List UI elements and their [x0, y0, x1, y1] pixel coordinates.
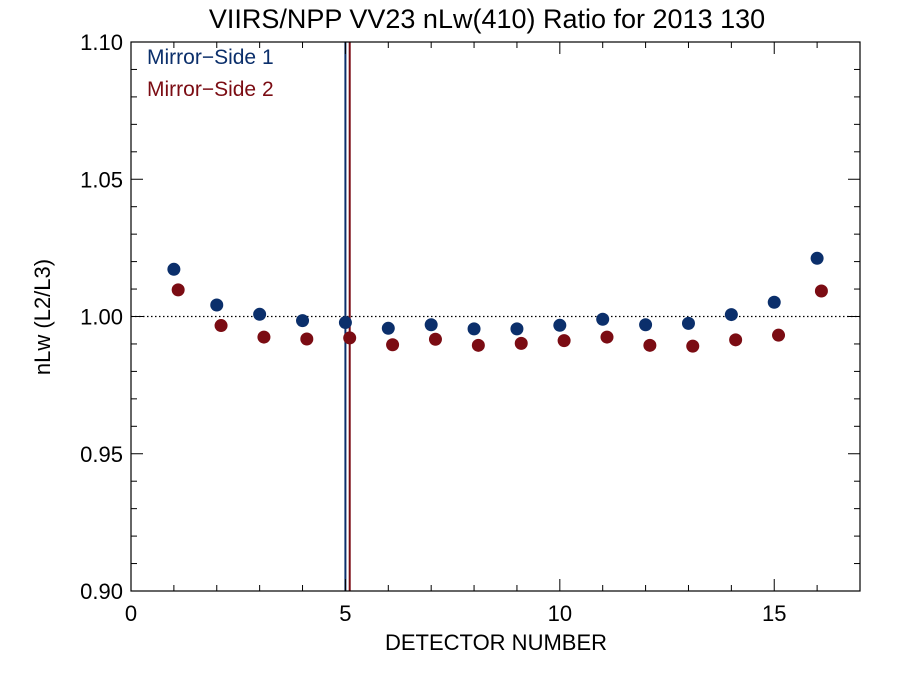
- x-tick-label: 5: [339, 601, 351, 626]
- y-tick-label: 1.10: [80, 30, 123, 55]
- point-series-1: [167, 262, 181, 276]
- y-tick-label: 0.95: [80, 442, 123, 467]
- point-series-1: [253, 307, 267, 321]
- point-series-2: [814, 284, 828, 298]
- point-series-1: [424, 318, 438, 332]
- point-series-1: [810, 251, 824, 265]
- x-axis-label: DETECTOR NUMBER: [385, 630, 607, 655]
- x-tick-label: 10: [548, 601, 572, 626]
- point-series-2: [214, 319, 228, 333]
- point-series-2: [729, 333, 743, 347]
- point-series-2: [343, 331, 357, 345]
- point-series-2: [772, 328, 786, 342]
- point-series-2: [257, 330, 271, 344]
- point-series-1: [553, 318, 567, 332]
- point-series-1: [338, 316, 352, 330]
- point-series-2: [300, 332, 314, 346]
- y-tick-label: 1.05: [80, 167, 123, 192]
- y-axis-label: nLw (L2/L3): [30, 259, 55, 375]
- point-series-2: [471, 338, 485, 352]
- point-series-1: [596, 312, 610, 326]
- point-series-1: [510, 322, 524, 336]
- legend-entry-mirror-side-1: Mirror−Side 1: [147, 46, 274, 69]
- y-tick-label: 1.00: [80, 305, 123, 330]
- point-series-1: [467, 322, 481, 336]
- point-series-1: [724, 308, 738, 322]
- x-tick-label: 0: [125, 601, 137, 626]
- legend: Mirror−Side 1 Mirror−Side 2: [147, 46, 274, 101]
- data-points: [167, 251, 828, 353]
- point-series-1: [639, 318, 653, 332]
- point-series-2: [386, 338, 400, 352]
- legend-entry-mirror-side-2: Mirror−Side 2: [147, 78, 274, 101]
- x-tick-label: 15: [762, 601, 786, 626]
- point-series-2: [514, 336, 528, 350]
- point-series-2: [171, 283, 185, 297]
- point-series-1: [767, 295, 781, 309]
- point-series-2: [557, 334, 571, 348]
- y-tick-label: 0.90: [80, 579, 123, 604]
- chart-title: VIIRS/NPP VV23 nLw(410) Ratio for 2013 1…: [209, 4, 765, 34]
- axis-ticks: 0 5 10 15 0.90 0.95 1.00 1.05 1.10: [80, 30, 861, 626]
- point-series-2: [428, 332, 442, 346]
- point-series-1: [296, 314, 310, 328]
- point-series-1: [381, 321, 395, 335]
- point-series-1: [210, 298, 224, 312]
- point-series-2: [600, 330, 614, 344]
- point-series-2: [686, 339, 700, 353]
- point-series-1: [681, 316, 695, 330]
- point-series-2: [643, 338, 657, 352]
